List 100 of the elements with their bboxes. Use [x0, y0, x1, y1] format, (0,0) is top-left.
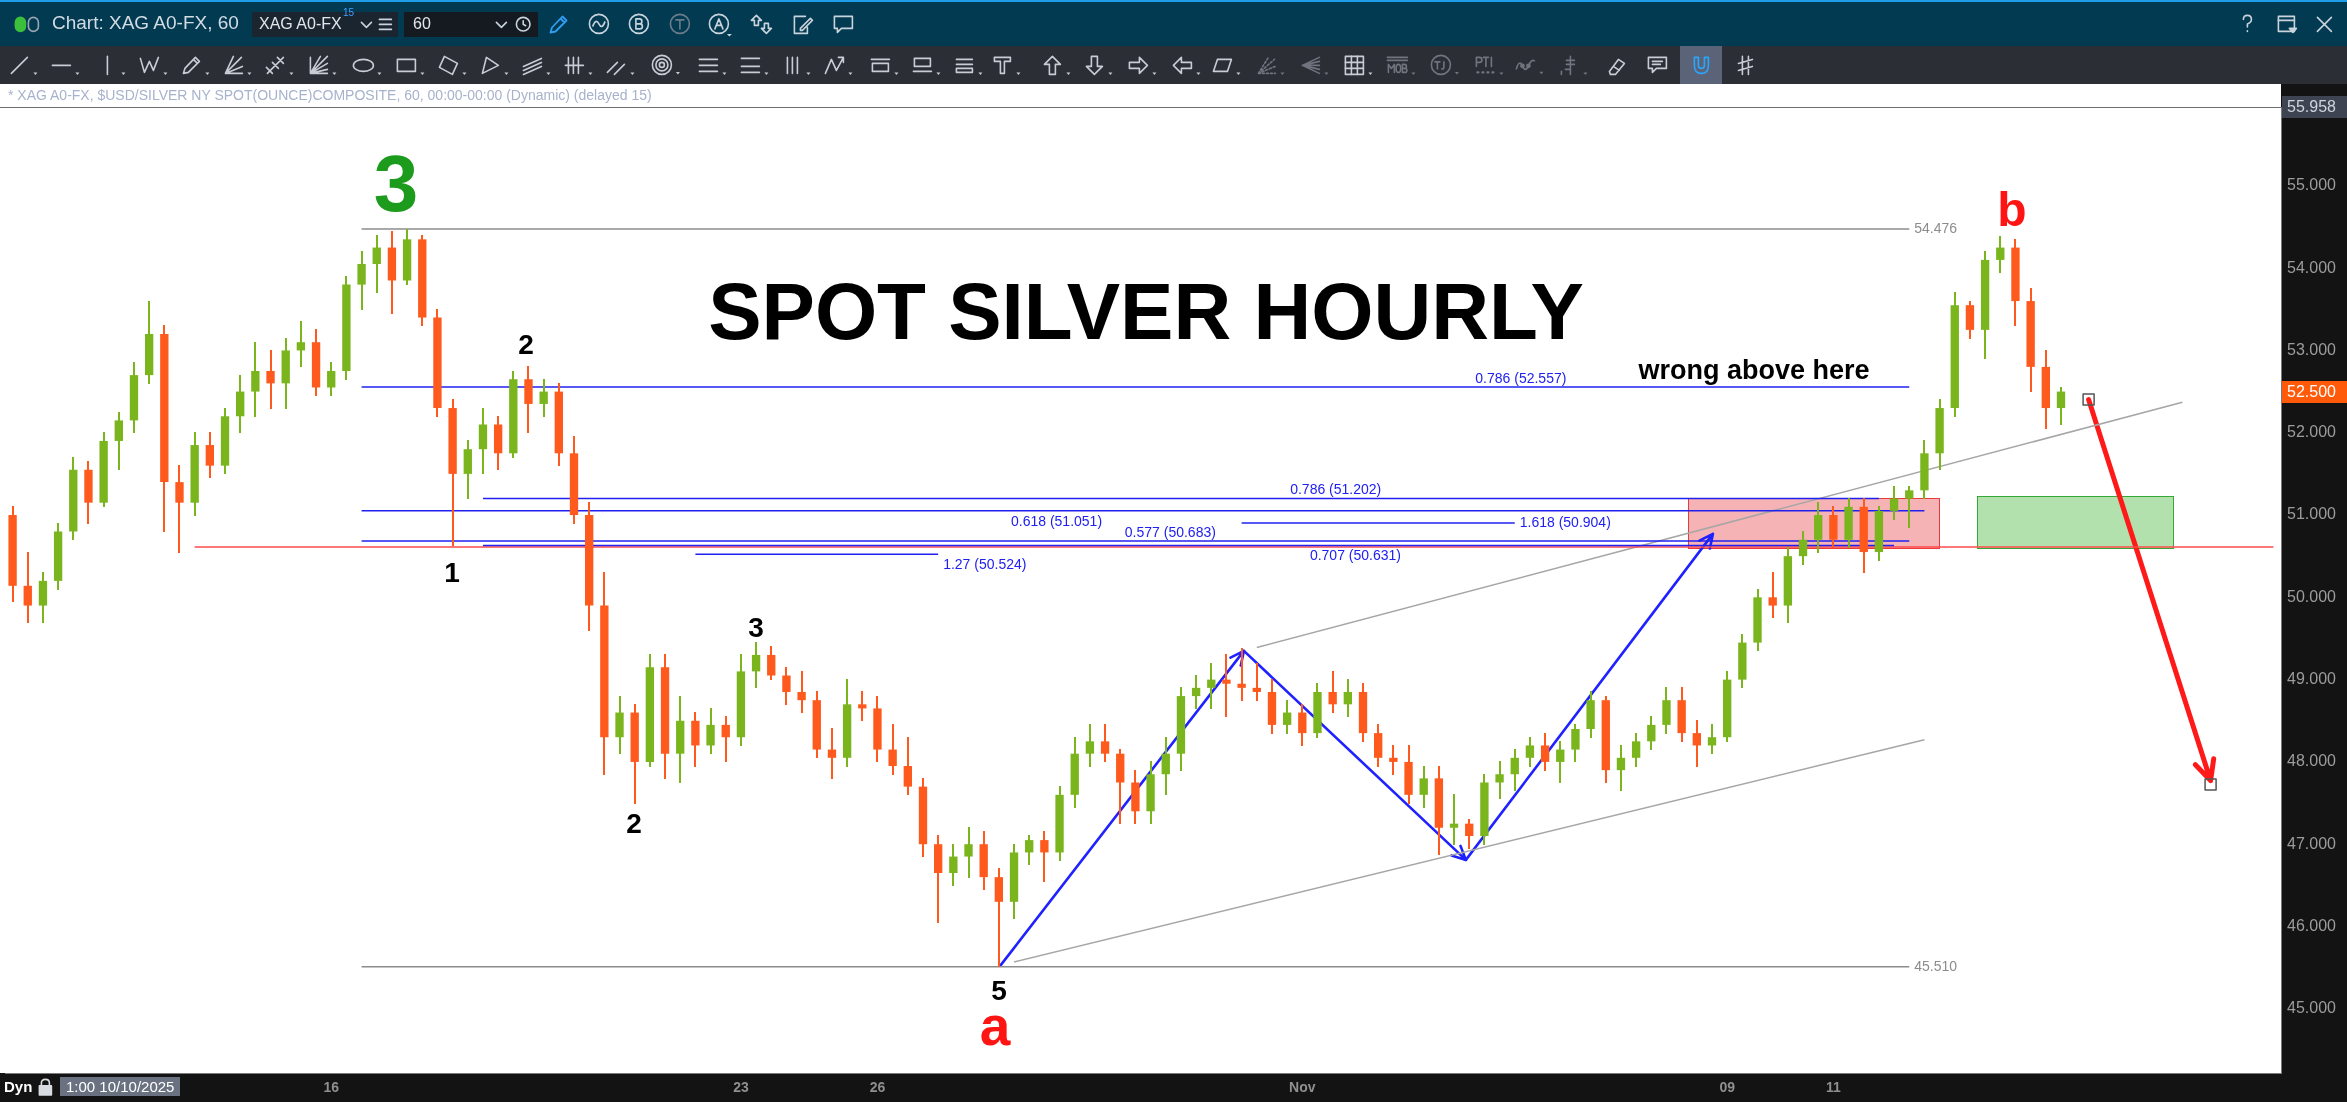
x-tick-label: 09: [1719, 1079, 1736, 1096]
candlestick: [266, 349, 275, 410]
series-label: 54.476: [1914, 219, 1958, 236]
text: 1:00 10/10/2025: [60, 1077, 181, 1097]
annotation: 3: [373, 139, 419, 229]
series-label: 45.510: [1914, 957, 1958, 974]
candlestick: [903, 736, 912, 796]
y-tick-label: 47.000: [2287, 834, 2337, 852]
candlestick: [296, 320, 306, 368]
candlestick: [721, 715, 730, 763]
candlestick: [1647, 715, 1656, 751]
candlestick: [1510, 748, 1519, 792]
text: SPOT SILVER HOURLY: [708, 267, 1584, 356]
candlestick: [751, 641, 761, 689]
candlestick: [1085, 723, 1095, 768]
x-tick-label: Nov: [1289, 1079, 1316, 1096]
candlestick: [1252, 662, 1261, 702]
y-tick-label: 46.000: [2287, 916, 2337, 934]
candlestick: [782, 666, 791, 706]
candlestick: [1100, 723, 1110, 763]
candlestick: [1465, 818, 1474, 850]
candlestick: [1616, 744, 1626, 792]
annotation: 2: [518, 329, 534, 361]
y-tick-label: 53.000: [2287, 340, 2337, 358]
text: XAG A0-FX: [259, 15, 342, 34]
candlestick: [1889, 485, 1899, 521]
y-tick-label: 48.000: [2287, 752, 2337, 770]
series-label: 1.27 (50.524): [943, 556, 1027, 573]
candlestick: [1798, 530, 1808, 566]
candlestick: [858, 690, 867, 722]
candlestick: [1707, 723, 1717, 755]
candlestick: [1495, 760, 1504, 800]
candlestick: [1025, 834, 1034, 866]
y-tick-label: 54.000: [2287, 258, 2337, 276]
candlestick: [1768, 571, 1777, 619]
candlestick: [1571, 723, 1580, 763]
text: 55.958: [2287, 98, 2337, 116]
candlestick: [1237, 647, 1246, 702]
candlestick: [1040, 830, 1049, 883]
candlestick: [964, 826, 973, 879]
candlestick: [1631, 732, 1641, 768]
candlestick: [888, 723, 897, 776]
annotation: 1: [444, 557, 460, 589]
candlestick: [2056, 386, 2066, 426]
candlestick: [797, 670, 806, 714]
candlestick: [1905, 485, 1914, 529]
candlestick: [1996, 235, 2005, 274]
candlestick: [1449, 793, 1459, 846]
series-label: 0.786 (51.202): [1290, 481, 1382, 498]
candlestick: [372, 234, 381, 294]
candlestick: [706, 707, 715, 755]
candlestick: [1389, 744, 1398, 776]
x-tick-label: 11: [1825, 1079, 1841, 1096]
annotation: 3: [748, 612, 764, 644]
y-tick-label: 51.000: [2287, 505, 2337, 523]
y-tick-label: 55.000: [2287, 176, 2337, 194]
candlestick: [1419, 765, 1428, 809]
candlestick: [23, 551, 32, 624]
x-tick-label: 16: [323, 1079, 340, 1096]
series-label: 0.577 (50.683): [1124, 524, 1216, 541]
y-tick-label: 52.000: [2287, 423, 2337, 441]
series-label: 1.618 (50.904): [1519, 513, 1611, 530]
text: 52.500: [2287, 383, 2337, 401]
candlestick: [175, 464, 184, 554]
candlestick: [1556, 740, 1565, 784]
x-tick-label: 26: [869, 1079, 886, 1096]
candlestick: [1191, 674, 1201, 710]
candlestick: [1207, 662, 1216, 710]
text: 15: [343, 7, 355, 19]
candlestick: [827, 727, 837, 780]
candlestick: [357, 250, 366, 311]
candlestick: [1298, 703, 1307, 747]
y-tick-label: 49.000: [2287, 670, 2337, 688]
candlestick: [1525, 736, 1535, 768]
series-label: 0.618 (51.051): [1010, 512, 1103, 529]
candlestick: [1222, 653, 1231, 718]
candlestick: [1343, 678, 1353, 718]
candlestick: [1161, 736, 1170, 796]
candlestick: [1282, 699, 1292, 735]
chart-subtitle: * XAG A0-FX, $USD/SILVER NY SPOT(OUNCE)COMPOSITE, 60, 00:00-00:00 (Dynamic) (delayed 15): [8, 87, 652, 104]
candlestick: [539, 378, 548, 418]
text: 60: [413, 15, 431, 34]
candlestick: [327, 361, 336, 397]
candlestick: [767, 645, 776, 681]
y-tick-label: 50.000: [2287, 587, 2337, 605]
annotation: wrong above here: [1637, 355, 1870, 385]
series-label: 0.786 (52.557): [1475, 369, 1567, 386]
x-tick-label: 23: [733, 1079, 749, 1096]
annotation: 2: [626, 807, 642, 839]
y-tick-label: 45.000: [2287, 999, 2337, 1017]
candlestick: [1328, 670, 1337, 714]
candlestick: [205, 431, 215, 479]
candlestick: [251, 341, 260, 418]
series-label: 0.707 (50.631): [1309, 547, 1401, 564]
candlestick: [1692, 719, 1701, 768]
candlestick: [1540, 732, 1550, 772]
candlestick: [949, 843, 958, 887]
text: Dyn: [4, 1078, 33, 1096]
annotation: b: [1997, 183, 2027, 236]
text: Chart: XAG A0-FX, 60: [52, 12, 239, 34]
